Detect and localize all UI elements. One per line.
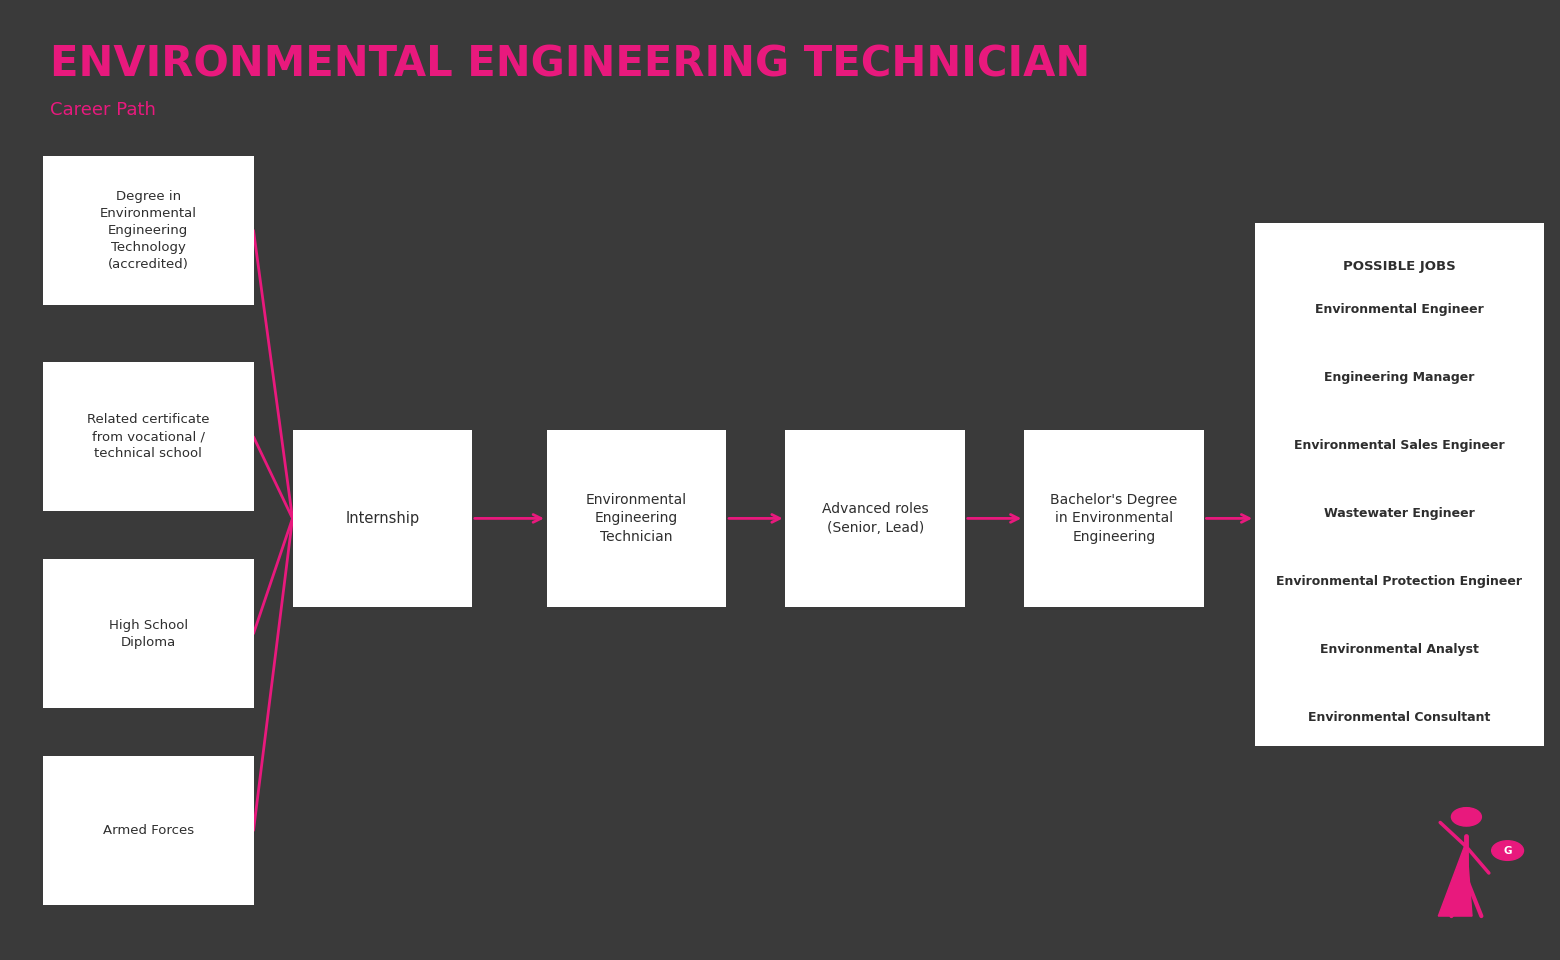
FancyBboxPatch shape [42, 559, 253, 708]
Text: Environmental Consultant: Environmental Consultant [1309, 711, 1490, 724]
Text: Environmental Sales Engineer: Environmental Sales Engineer [1293, 439, 1505, 452]
Text: Environmental Engineer: Environmental Engineer [1315, 303, 1484, 316]
Text: POSSIBLE JOBS: POSSIBLE JOBS [1343, 260, 1455, 273]
Text: Career Path: Career Path [50, 101, 156, 119]
Text: Related certificate
from vocational /
technical school: Related certificate from vocational / te… [87, 414, 209, 460]
Text: Degree in
Environmental
Engineering
Technology
(accredited): Degree in Environmental Engineering Tech… [100, 190, 197, 271]
FancyBboxPatch shape [786, 430, 964, 607]
Text: Armed Forces: Armed Forces [103, 824, 193, 837]
Circle shape [1491, 841, 1524, 860]
Text: High School
Diploma: High School Diploma [109, 618, 187, 649]
FancyBboxPatch shape [1023, 430, 1204, 607]
FancyBboxPatch shape [42, 156, 253, 305]
FancyBboxPatch shape [42, 756, 253, 904]
Text: Environmental Protection Engineer: Environmental Protection Engineer [1276, 575, 1523, 588]
Text: G: G [1504, 846, 1512, 855]
Text: Bachelor's Degree
in Environmental
Engineering: Bachelor's Degree in Environmental Engin… [1050, 493, 1178, 543]
Text: ENVIRONMENTAL ENGINEERING TECHNICIAN: ENVIRONMENTAL ENGINEERING TECHNICIAN [50, 43, 1090, 85]
Circle shape [1451, 807, 1482, 826]
Text: Wastewater Engineer: Wastewater Engineer [1324, 507, 1474, 520]
Text: Environmental
Engineering
Technician: Environmental Engineering Technician [587, 493, 686, 543]
FancyBboxPatch shape [546, 430, 725, 607]
FancyBboxPatch shape [1254, 223, 1544, 747]
FancyBboxPatch shape [293, 430, 471, 607]
Text: Advanced roles
(Senior, Lead): Advanced roles (Senior, Lead) [822, 502, 928, 535]
Text: Environmental Analyst: Environmental Analyst [1320, 643, 1479, 656]
FancyBboxPatch shape [42, 362, 253, 511]
Text: Internship: Internship [345, 511, 420, 526]
Polygon shape [1438, 841, 1473, 916]
Text: Engineering Manager: Engineering Manager [1324, 372, 1474, 384]
